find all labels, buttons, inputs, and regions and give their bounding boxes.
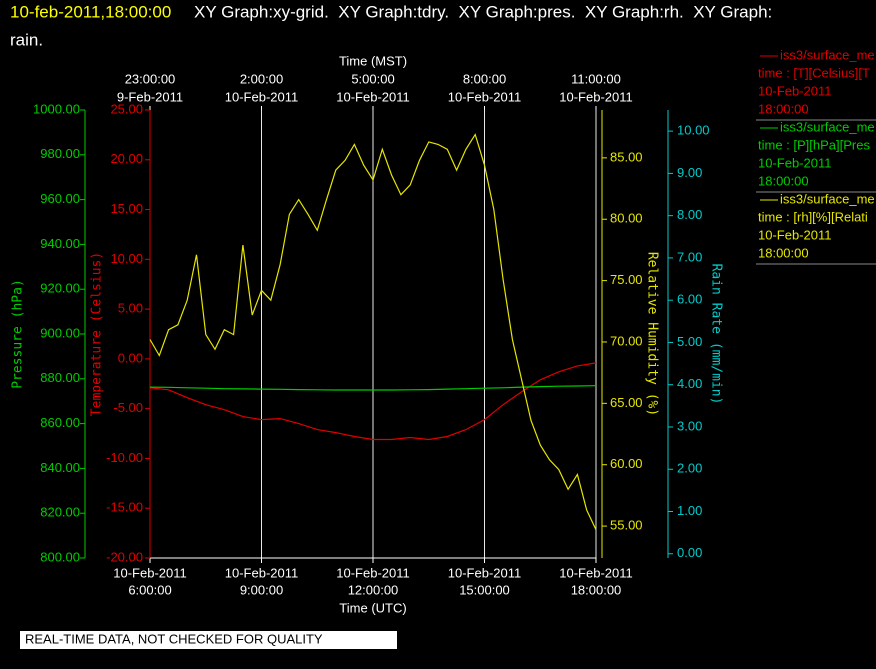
x2-axis-title: Time (MST) (339, 53, 407, 68)
y-tick-label: 10.00 (110, 251, 143, 266)
y-tick-label: 0.00 (118, 350, 143, 365)
y-tick-label: 820.00 (40, 505, 80, 520)
legend-text: 10-Feb-2011 (758, 83, 831, 98)
x2-tick-label: 5:00:00 (351, 71, 394, 86)
data-line (149, 362, 597, 441)
legend-text: time : [T][Celsius][T (758, 65, 870, 80)
y-tick-label: 15.00 (110, 201, 143, 216)
y-tick-label: 860.00 (40, 415, 80, 430)
y-axis-title: Relative Humidity (%) (645, 252, 660, 416)
x-tick-label: 9:00:00 (240, 582, 283, 597)
legend-name: iss3/surface_me (780, 119, 875, 134)
legend-name: iss3/surface_me (780, 47, 875, 62)
y-axis-title: Temperature (Celsius) (90, 252, 105, 416)
y-tick-label: 9.00 (677, 165, 702, 180)
chart-subtitle: XY Graph:xy-grid. XY Graph:tdry. XY Grap… (194, 2, 772, 21)
y-tick-label: 840.00 (40, 460, 80, 475)
x2-tick-label: 10-Feb-2011 (559, 89, 632, 104)
legend-text: time : [P][hPa][Pres (758, 137, 870, 152)
legend-name: iss3/surface_me (780, 191, 875, 206)
y-tick-label: 920.00 (40, 281, 80, 296)
x-tick-label: 10-Feb-2011 (448, 565, 521, 580)
legend-text: time : [rh][%][Relati (758, 209, 868, 224)
y-tick-label: 940.00 (40, 236, 80, 251)
legend-text: 18:00:00 (758, 173, 809, 188)
chart-subtitle: rain. (10, 30, 43, 49)
y-axis-title: Pressure (hPa) (11, 279, 26, 389)
y-tick-label: 2.00 (677, 461, 702, 476)
x2-tick-label: 10-Feb-2011 (336, 89, 409, 104)
x2-tick-label: 9-Feb-2011 (117, 89, 183, 104)
y-tick-label: 980.00 (40, 146, 80, 161)
y-tick-label: 900.00 (40, 325, 80, 340)
y-tick-label: 1.00 (677, 503, 702, 518)
data-line (149, 133, 597, 531)
y-tick-label: 55.00 (610, 518, 643, 533)
x-tick-label: 18:00:00 (571, 582, 622, 597)
y-tick-label: 0.00 (677, 545, 702, 560)
y-tick-label: 60.00 (610, 456, 643, 471)
y-tick-label: 10.00 (677, 123, 710, 138)
x-axis-title: Time (UTC) (339, 600, 406, 615)
y-tick-label: 80.00 (610, 211, 643, 226)
y-tick-label: 960.00 (40, 191, 80, 206)
chart-title: 10-feb-2011,18:00:00 (10, 2, 171, 21)
x2-tick-label: 2:00:00 (240, 71, 283, 86)
y-tick-label: -15.00 (106, 500, 143, 515)
y-tick-label: 3.00 (677, 418, 702, 433)
legend-text: 18:00:00 (758, 101, 809, 116)
x-tick-label: 10-Feb-2011 (559, 565, 632, 580)
legend-text: 10-Feb-2011 (758, 227, 831, 242)
annotation: REAL-TIME DATA, NOT CHECKED FOR QUALITY (25, 631, 323, 646)
x2-tick-label: 8:00:00 (463, 71, 506, 86)
y-tick-label: 800.00 (40, 549, 80, 564)
x-tick-label: 10-Feb-2011 (225, 565, 298, 580)
legend-text: 10-Feb-2011 (758, 155, 831, 170)
legend-text: 18:00:00 (758, 245, 809, 260)
x-tick-label: 6:00:00 (128, 582, 171, 597)
y-tick-label: -10.00 (106, 450, 143, 465)
x2-tick-label: 11:00:00 (571, 71, 621, 86)
y-tick-label: 75.00 (610, 272, 643, 287)
y-tick-label: 1000.00 (33, 101, 80, 116)
data-line (149, 385, 597, 391)
y-tick-label: 5.00 (118, 301, 143, 316)
y-tick-label: 65.00 (610, 395, 643, 410)
y-tick-label: -5.00 (113, 400, 143, 415)
y-tick-label: 85.00 (610, 149, 643, 164)
x-tick-label: 10-Feb-2011 (113, 565, 186, 580)
y-tick-label: -20.00 (106, 549, 143, 564)
x-tick-label: 15:00:00 (459, 582, 510, 597)
y-tick-label: 5.00 (677, 334, 702, 349)
annotation-box (20, 631, 397, 649)
y-axis-title: Rain Rate (mm/min) (709, 264, 724, 405)
x2-tick-label: 10-Feb-2011 (448, 89, 521, 104)
x-tick-label: 12:00:00 (348, 582, 399, 597)
x-tick-label: 10-Feb-2011 (336, 565, 409, 580)
y-tick-label: 880.00 (40, 370, 80, 385)
y-tick-label: 4.00 (677, 376, 702, 391)
x2-tick-label: 10-Feb-2011 (225, 89, 298, 104)
x2-tick-label: 23:00:00 (125, 71, 176, 86)
y-tick-label: 7.00 (677, 249, 702, 264)
y-tick-label: 70.00 (610, 333, 643, 348)
y-tick-label: 8.00 (677, 207, 702, 222)
y-tick-label: 6.00 (677, 292, 702, 307)
y-tick-label: 20.00 (110, 151, 143, 166)
y-tick-label: 25.00 (110, 101, 143, 116)
